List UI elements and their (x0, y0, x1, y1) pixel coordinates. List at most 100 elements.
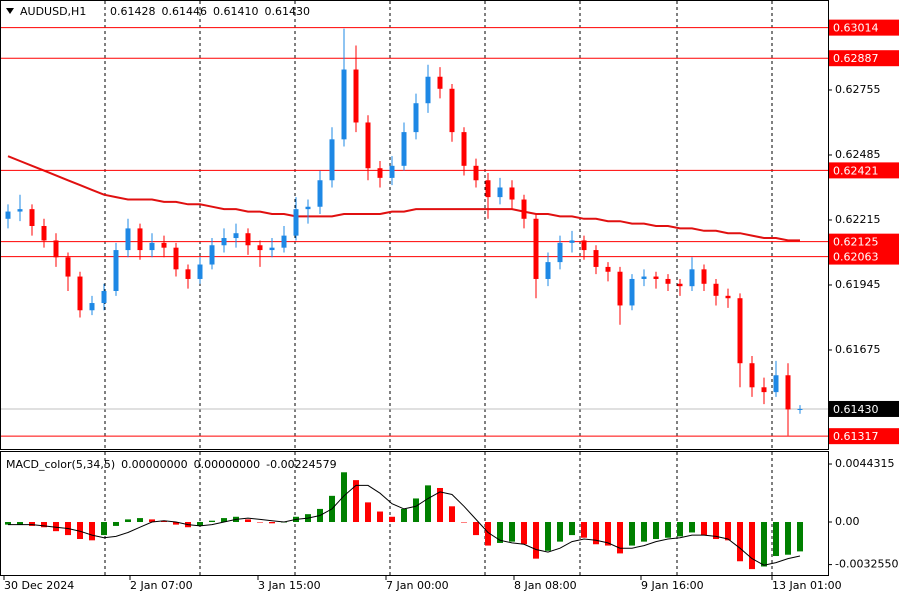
macd-signal (8, 484, 801, 566)
macd-bar (533, 522, 539, 559)
header-value: 0.61410 (213, 5, 259, 18)
candle-body (353, 69, 359, 123)
macd-bar (473, 522, 479, 536)
macd-bar (725, 522, 731, 541)
candle-body (89, 303, 95, 311)
current-price-label: 0.61430 (833, 403, 879, 416)
candle-body (413, 103, 419, 133)
candle-body (173, 247, 179, 270)
level-label-box (829, 19, 899, 36)
candle-body (269, 247, 275, 251)
candle-body (749, 363, 755, 388)
candle-body (773, 375, 779, 393)
candle-body (341, 69, 347, 140)
candle-body (797, 408, 803, 410)
candle-body (605, 266, 611, 272)
candle-body (713, 283, 719, 296)
menu-triangle[interactable] (6, 8, 14, 14)
x-tick-label: 13 Jan 01:00 (772, 579, 842, 592)
candle-body (149, 242, 155, 251)
y-tick-label: 0.62215 (835, 213, 881, 226)
macd-bar (749, 522, 755, 570)
candle-body (569, 240, 575, 243)
y-tick-label: 0.61675 (835, 343, 881, 356)
macd-bar (149, 519, 155, 523)
level-label: 0.62887 (833, 52, 879, 65)
macd-y-tick-label: -0.0032550 (835, 558, 898, 571)
header-value: 0.61428 (110, 5, 156, 18)
candle-body (509, 187, 515, 200)
candle-body (161, 242, 167, 248)
candle-body (185, 269, 191, 279)
candle-body (377, 168, 383, 178)
candle-body (77, 276, 83, 311)
candle-body (725, 295, 731, 299)
macd-bar (53, 522, 59, 532)
header-value: 0.61446 (162, 5, 208, 18)
candle-body (593, 250, 599, 267)
candle-body (113, 250, 119, 291)
candle-body (233, 233, 239, 239)
candle-body (29, 209, 35, 226)
candle-body (497, 187, 503, 198)
header-value: 0.61430 (265, 5, 311, 18)
macd-bar (89, 522, 95, 541)
macd-header-value: 0.00000000 (121, 458, 187, 471)
macd-header-value: -0.00224579 (266, 458, 336, 471)
macd-bar (701, 522, 707, 536)
macd-bar (677, 522, 683, 537)
candle-body (449, 88, 455, 133)
candle-body (425, 76, 431, 104)
macd-bar (41, 522, 47, 528)
macd-bar (425, 485, 431, 523)
candle-body (629, 278, 635, 306)
candle-body (125, 228, 131, 251)
time-grid (104, 1, 773, 575)
x-tick-label: 9 Jan 16:00 (641, 579, 704, 592)
x-tick-label: 8 Jan 08:00 (514, 579, 577, 592)
moving-average (7, 155, 800, 242)
candle-body (209, 245, 215, 265)
candle-body (665, 278, 671, 284)
macd-bar (209, 520, 215, 523)
macd-bar (653, 522, 659, 540)
macd-bar (617, 522, 623, 554)
macd-bar (629, 522, 635, 546)
candle-body (461, 132, 467, 166)
macd-bar (593, 522, 599, 545)
level-label-box (829, 162, 899, 179)
y-tick-label: 0.62485 (835, 148, 881, 161)
candle-body (281, 235, 287, 248)
macd-bar (641, 522, 647, 542)
macd-bar (341, 472, 347, 523)
macd-bar (77, 522, 83, 540)
candle-body (473, 165, 479, 181)
candle-body (305, 206, 311, 210)
x-tick-label: 3 Jan 15:00 (258, 579, 321, 592)
candle-body (5, 211, 11, 219)
candle-body (365, 122, 371, 169)
current-price-box (829, 400, 899, 417)
macd-label: MACD_color(5,34,5) (6, 458, 115, 471)
macd-bar (581, 522, 587, 538)
macd-bar (569, 522, 575, 536)
x-tick-label: 30 Dec 2024 (4, 579, 74, 592)
candle-body (17, 209, 23, 212)
candle-body (485, 180, 491, 198)
macd-bar (401, 508, 407, 523)
level-label: 0.62125 (833, 236, 879, 249)
macd-bar (173, 522, 179, 525)
candle-body (761, 387, 767, 393)
macd-bar (389, 516, 395, 523)
macd-bar (785, 522, 791, 555)
candle-body (653, 276, 659, 279)
candle-body (785, 375, 791, 410)
macd-bar (365, 502, 371, 523)
macd-bar (125, 519, 131, 523)
level-label: 0.63014 (833, 22, 879, 35)
candle-body (137, 228, 143, 251)
macd-bar (557, 522, 563, 542)
macd-bar (221, 518, 227, 523)
macd-bar (665, 522, 671, 538)
